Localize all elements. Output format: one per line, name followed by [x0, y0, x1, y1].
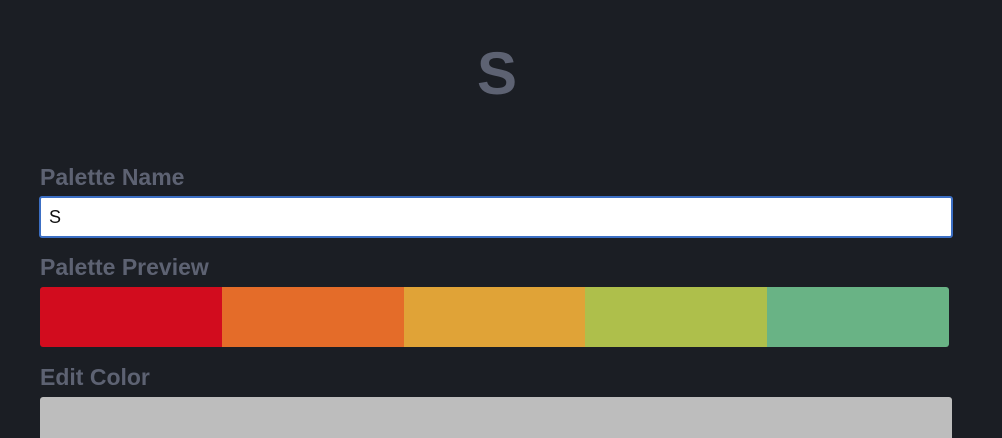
palette-swatch-1[interactable] [40, 287, 222, 347]
palette-swatch-4[interactable] [585, 287, 768, 347]
palette-name-label: Palette Name [40, 164, 185, 190]
palette-preview [40, 287, 949, 347]
palette-name-input[interactable] [39, 196, 953, 238]
palette-swatch-5[interactable] [767, 287, 949, 347]
palette-preview-label: Palette Preview [40, 254, 209, 280]
page-title: S [476, 40, 518, 107]
edit-color-panel[interactable] [40, 397, 952, 438]
edit-color-label: Edit Color [40, 364, 150, 390]
palette-swatch-3[interactable] [403, 287, 586, 347]
palette-swatch-2[interactable] [221, 287, 404, 347]
